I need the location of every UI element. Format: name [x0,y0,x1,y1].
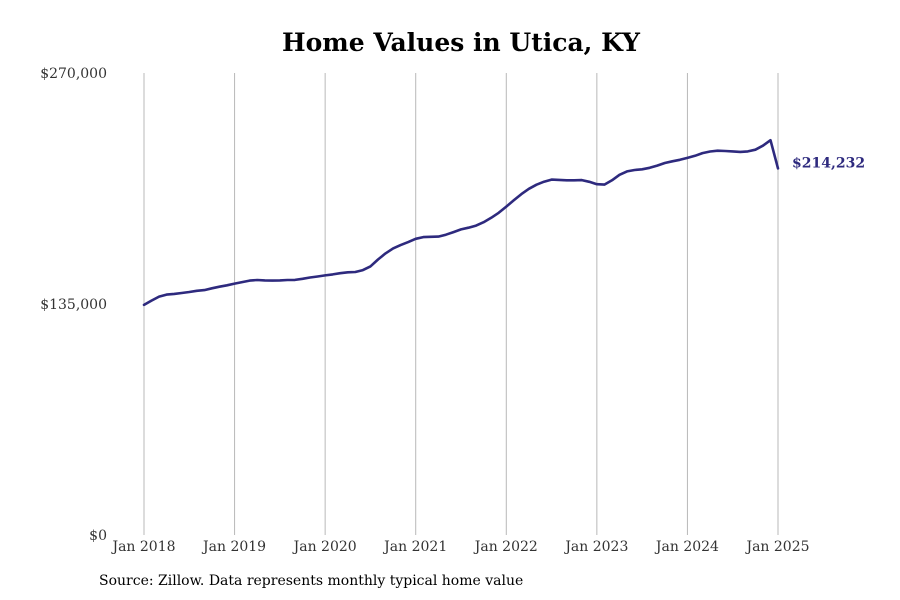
x-tick-label: Jan 2024 [654,539,719,555]
chart-title: Home Values in Utica, KY [282,28,640,57]
x-tick-label: Jan 2022 [473,539,538,555]
end-value-label: $214,232 [792,155,865,171]
grid-lines [143,73,779,535]
source-note: Source: Zillow. Data represents monthly … [99,573,524,589]
x-tick-label: Jan 2018 [110,539,175,555]
y-tick-label: $270,000 [40,66,107,82]
x-tick-label: Jan 2019 [201,539,266,555]
y-tick-label: $0 [89,528,107,544]
x-axis: Jan 2018 Jan 2019 Jan 2020 Jan 2021 Jan 2022… [110,539,809,555]
y-axis: $0 $135,000 $270,000 [40,66,107,544]
y-tick-label: $135,000 [40,297,107,313]
x-tick-label: Jan 2025 [744,539,809,555]
x-tick-label: Jan 2023 [563,539,628,555]
series-layer: $214,232 [142,138,865,307]
series-line [142,138,780,307]
x-tick-label: Jan 2020 [292,539,357,555]
x-tick-label: Jan 2021 [382,539,447,555]
